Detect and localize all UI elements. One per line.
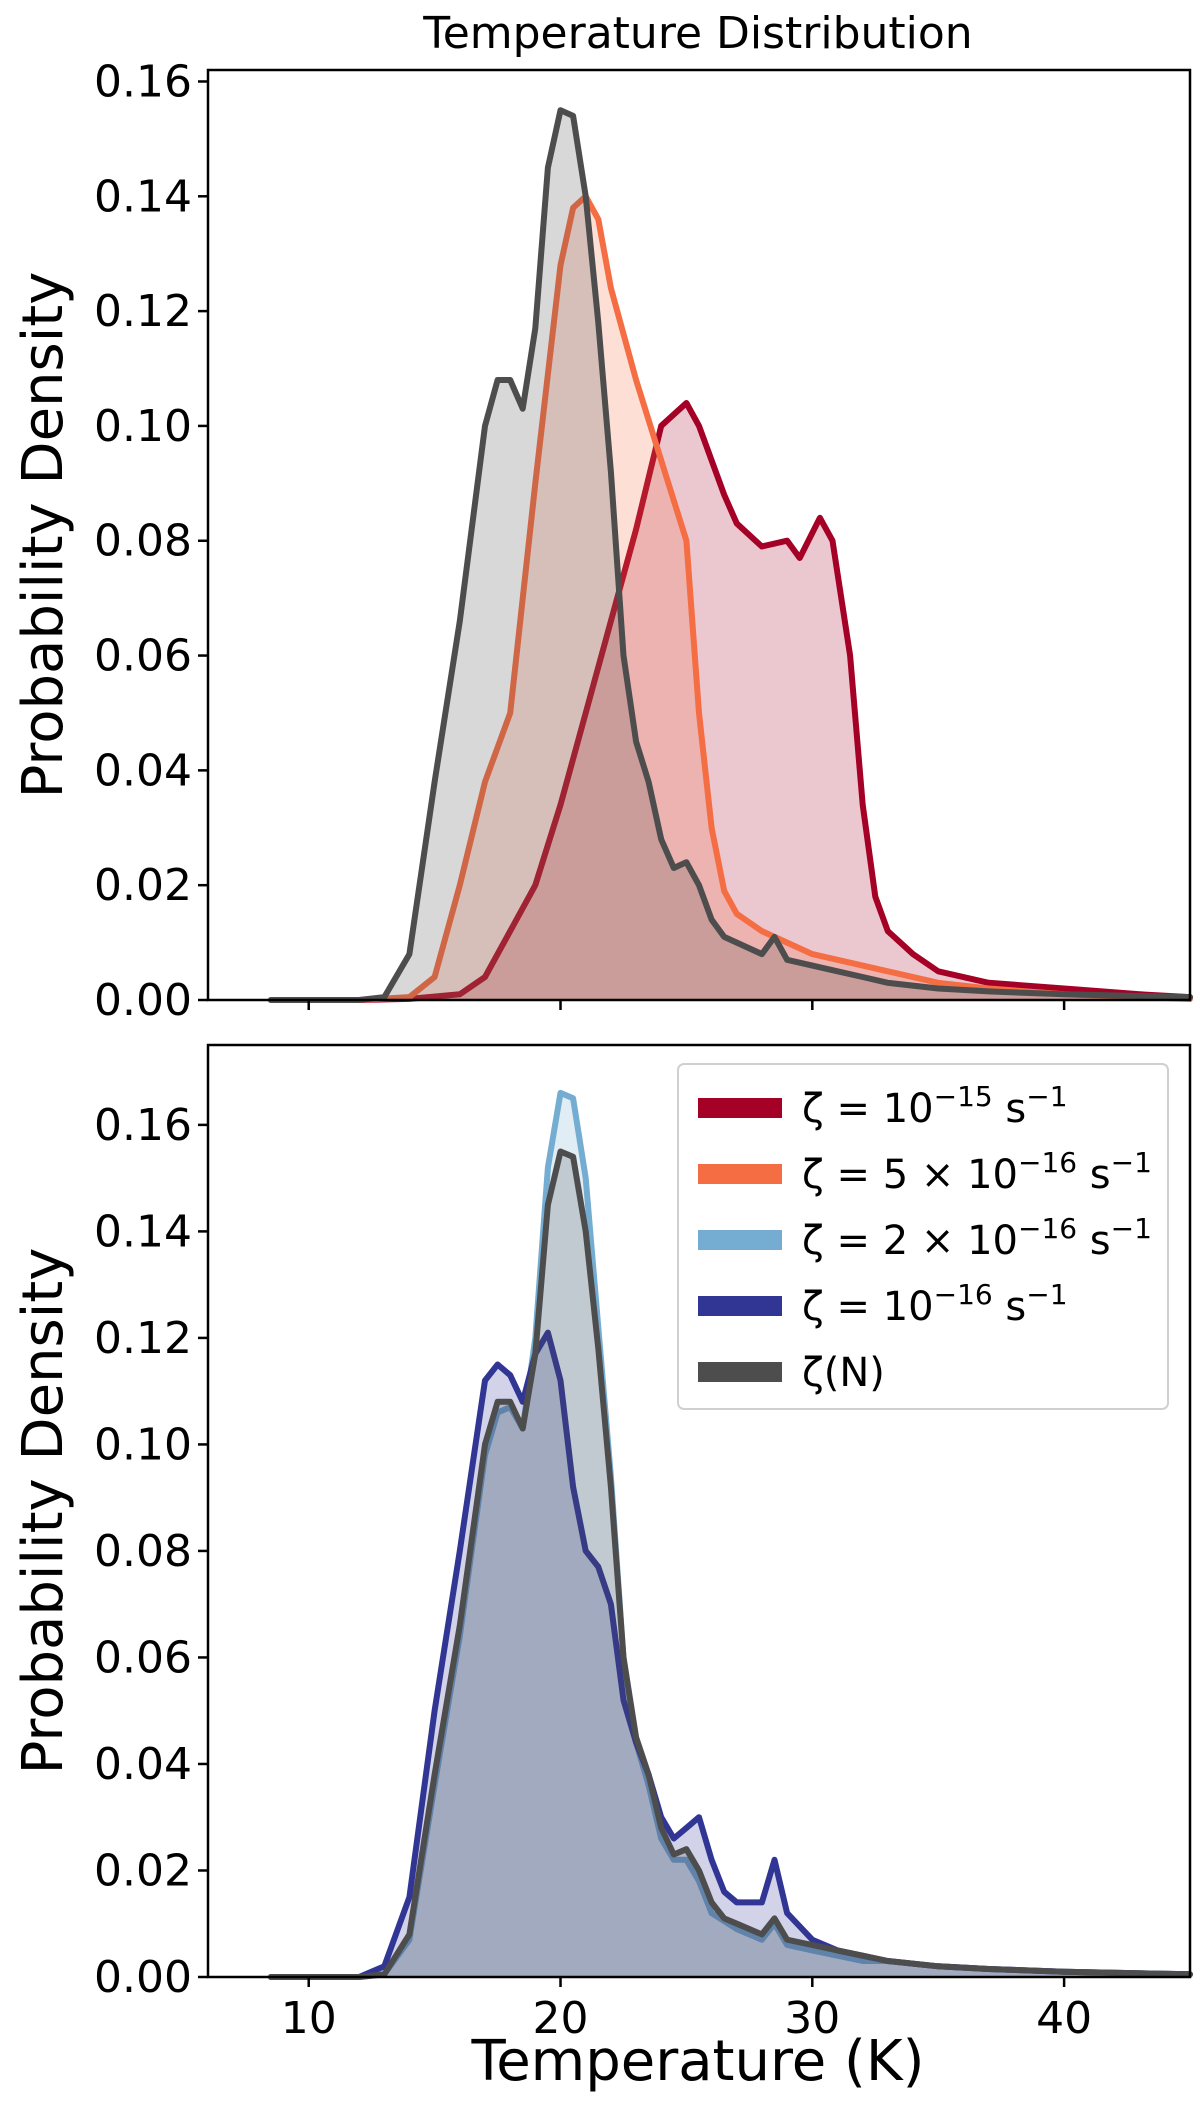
- panel0-series-2-line: [267, 107, 1193, 1003]
- panel1-xtick-label: 30: [784, 1993, 840, 2044]
- panel0-series-0-line: [267, 400, 1193, 1003]
- chart-title: Temperature Distribution: [422, 8, 972, 59]
- panel0-ytick-label: 0.00: [94, 975, 192, 1026]
- panel1-series-0-fill: [270, 1092, 1190, 1977]
- panel0-series-1-line: [267, 193, 1193, 1003]
- panel1-ytick-label: 0.04: [94, 1739, 192, 1790]
- top-plot-frame: [206, 68, 1192, 1002]
- panel0-series-2-fill: [270, 110, 1190, 1000]
- panel1-series-2-line: [267, 1148, 1193, 1980]
- panel0-series-0-fill: [270, 403, 1190, 1000]
- panel0-ytick-label: 0.02: [94, 860, 192, 911]
- x-axis-label: Temperature (K): [471, 2029, 925, 2094]
- bottom-plot-frame: [206, 1043, 1192, 1979]
- panel1-ytick-label: 0.14: [94, 1206, 192, 1257]
- panel1-ytick-label: 0.06: [94, 1632, 192, 1683]
- panel1-ytick-label: 0.12: [94, 1313, 192, 1364]
- legend-label: ζ(N): [802, 1350, 885, 1396]
- panel0-ytick-label: 0.14: [94, 171, 192, 222]
- legend-label: ζ = 10−15 s−1: [802, 1080, 1068, 1132]
- panel0-ytick-label: 0.10: [94, 401, 192, 452]
- panel1-series-1-line: [267, 1329, 1193, 1980]
- panel1-ytick-label: 0.16: [94, 1100, 192, 1151]
- legend-box: [677, 1063, 1169, 1410]
- panel1-series-1-fill: [270, 1332, 1190, 1977]
- panel0-ytick-label: 0.12: [94, 286, 192, 337]
- panel0-ytick-label: 0.16: [94, 56, 192, 107]
- panel1-ytick-label: 0.08: [94, 1526, 192, 1577]
- panel1-ytick-label: 0.02: [94, 1845, 192, 1896]
- bottom-y-axis-label: Probability Density: [11, 1248, 76, 1775]
- panel1-xtick-label: 10: [281, 1993, 337, 2044]
- legend-label: ζ = 10−16 s−1: [802, 1278, 1068, 1330]
- panel0-series-1-fill: [270, 196, 1190, 1001]
- panel1-ytick-label: 0.10: [94, 1419, 192, 1470]
- legend: ζ = 10−15 s−1 ζ = 5 × 10−16 s−1 ζ = 2 × 10…: [677, 1063, 1169, 1410]
- legend-label: ζ = 2 × 10−16 s−1: [802, 1212, 1152, 1264]
- bottom-panel: 0.00 0.02 0.04 0.06 0.08 0.10 0.12 0.14 0.16 10 20…: [11, 1043, 1193, 2094]
- panel1-ytick-label: 0.00: [94, 1952, 192, 2003]
- legend-label: ζ = 5 × 10−16 s−1: [802, 1146, 1152, 1198]
- panel0-ytick-label: 0.06: [94, 631, 192, 682]
- panel1-xtick-label: 20: [533, 1993, 589, 2044]
- panel0-ytick-label: 0.08: [94, 516, 192, 567]
- panel1-xtick-label: 40: [1036, 1993, 1092, 2044]
- panel1-series-2-fill: [270, 1151, 1190, 1977]
- top-panel: Temperature Distribution 0.00 0.02 0.04 0.0…: [11, 8, 1193, 1026]
- top-y-axis-label: Probability Density: [11, 272, 76, 799]
- panel0-ytick-label: 0.04: [94, 745, 192, 796]
